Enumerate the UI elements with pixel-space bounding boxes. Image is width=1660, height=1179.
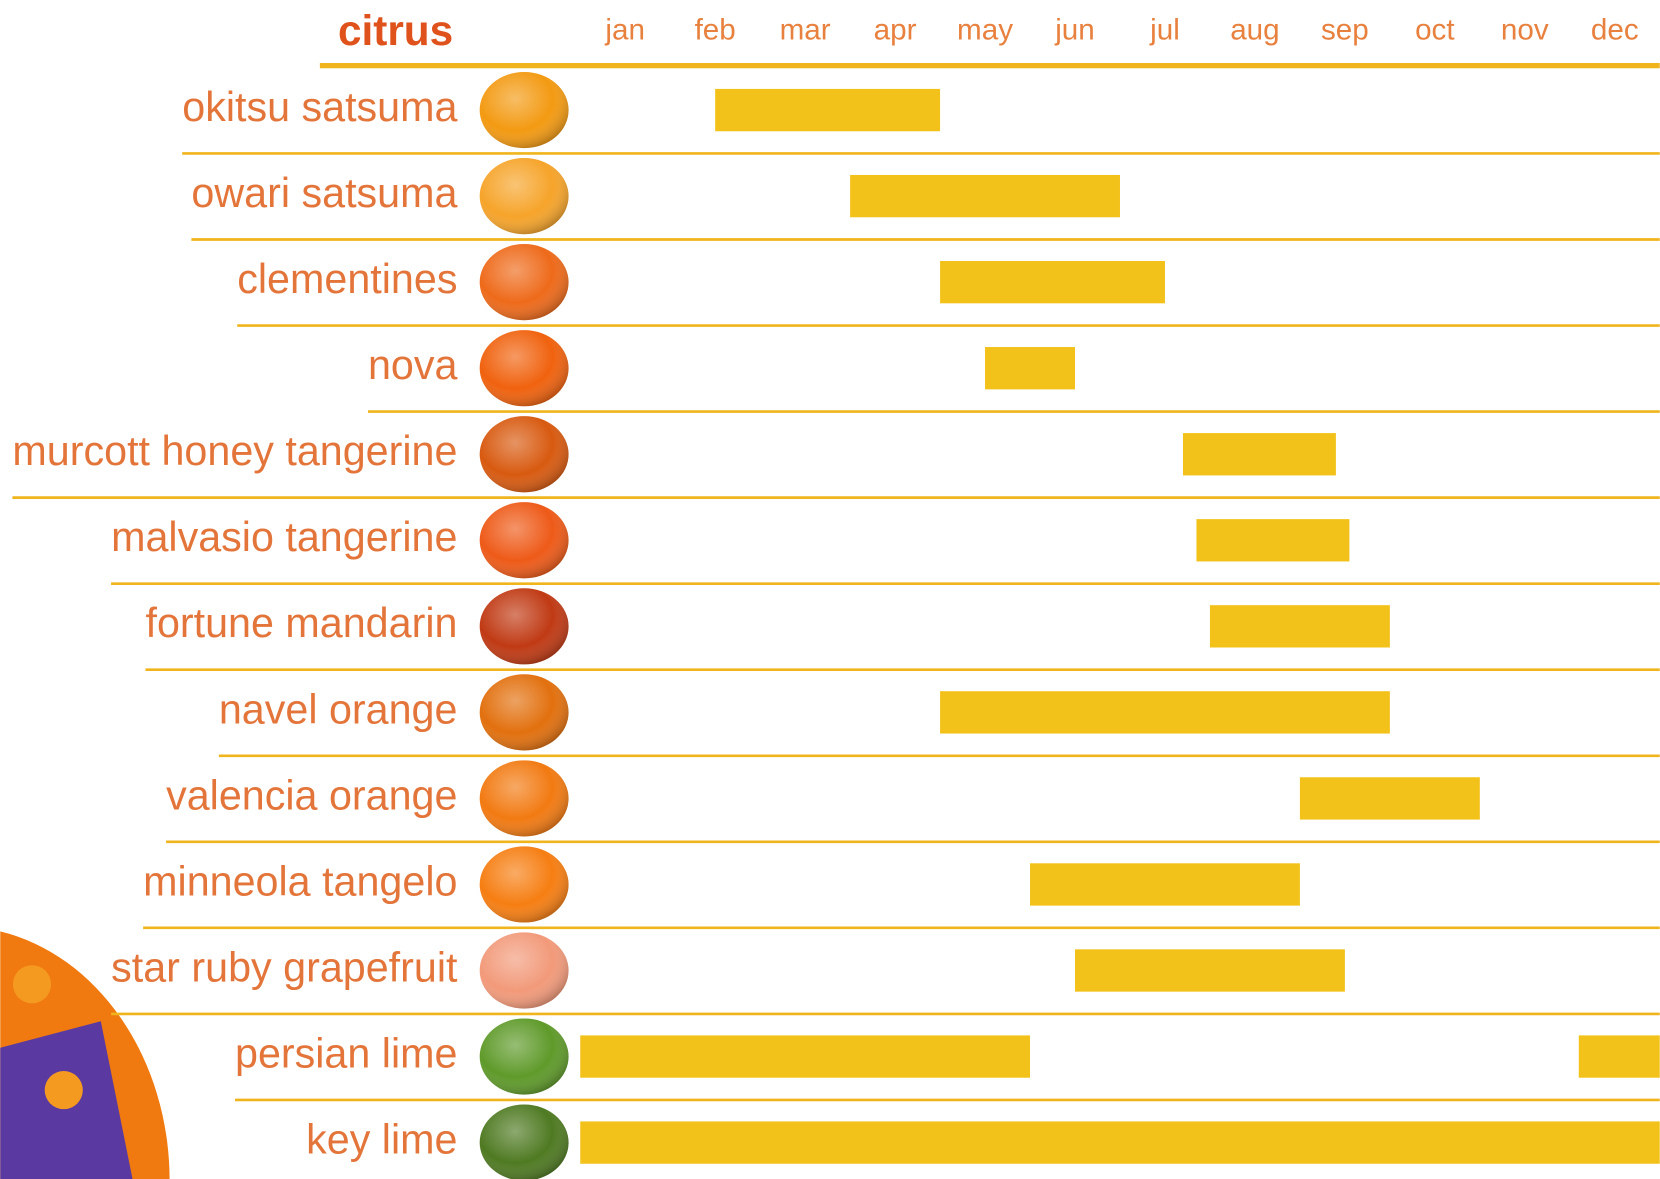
month-label: dec bbox=[1591, 14, 1639, 47]
row-label: valencia orange bbox=[166, 772, 457, 818]
month-label: jun bbox=[1054, 14, 1095, 47]
fruit-shade bbox=[480, 158, 569, 234]
season-bar bbox=[1183, 433, 1336, 475]
fruit-shade bbox=[480, 1018, 569, 1094]
row-label: nova bbox=[368, 342, 458, 388]
chart: citrus jan feb mar apr may jun jul aug sep oct nov… bbox=[0, 0, 1660, 1179]
month-label: feb bbox=[695, 14, 736, 47]
fruit-shade bbox=[480, 588, 569, 664]
fruit-shade bbox=[480, 244, 569, 320]
season-bar bbox=[1579, 1035, 1660, 1077]
season-bar bbox=[1196, 519, 1349, 561]
row-label: navel orange bbox=[219, 686, 458, 732]
season-bar bbox=[940, 261, 1165, 303]
season-bar bbox=[850, 175, 1120, 217]
season-bar bbox=[1075, 949, 1345, 991]
fruit-shade bbox=[480, 846, 569, 922]
month-label: aug bbox=[1230, 14, 1279, 47]
fruit-shade bbox=[480, 72, 569, 148]
row-label: murcott honey tangerine bbox=[12, 428, 457, 474]
page: {"chart_data": {"type": "timeline", "tit… bbox=[0, 0, 1660, 1179]
season-bar bbox=[940, 691, 1390, 733]
season-bar bbox=[985, 347, 1075, 389]
fruit-shade bbox=[480, 932, 569, 1008]
month-label: sep bbox=[1321, 14, 1369, 47]
row-label: minneola tangelo bbox=[143, 858, 457, 904]
season-bar bbox=[1030, 863, 1300, 905]
row-label: okitsu satsuma bbox=[182, 84, 457, 130]
row-label: owari satsuma bbox=[191, 170, 457, 216]
row-label: persian lime bbox=[235, 1030, 457, 1076]
fruit-shade bbox=[480, 502, 569, 578]
fruit-shade bbox=[480, 416, 569, 492]
row-label: key lime bbox=[306, 1116, 457, 1162]
season-bar bbox=[580, 1035, 1030, 1077]
fruit-shade bbox=[480, 330, 569, 406]
row-label: fortune mandarin bbox=[145, 600, 457, 646]
chart-title: citrus bbox=[338, 7, 453, 54]
month-label: nov bbox=[1501, 14, 1549, 47]
fruit-shade bbox=[480, 760, 569, 836]
month-label: jul bbox=[1149, 14, 1180, 47]
month-label: oct bbox=[1415, 14, 1455, 47]
season-bar bbox=[1300, 777, 1480, 819]
month-label: jan bbox=[604, 14, 645, 47]
row-label: malvasio tangerine bbox=[111, 514, 457, 560]
row-label: clementines bbox=[237, 256, 457, 302]
row-label: star ruby grapefruit bbox=[111, 944, 458, 990]
fruit-shade bbox=[480, 1104, 569, 1179]
month-label: may bbox=[957, 14, 1013, 47]
season-bar bbox=[715, 89, 940, 131]
fruit-shade bbox=[480, 674, 569, 750]
month-label: mar bbox=[780, 14, 831, 47]
season-bar bbox=[580, 1121, 1660, 1163]
season-bar bbox=[1210, 605, 1390, 647]
month-label: apr bbox=[874, 14, 917, 47]
